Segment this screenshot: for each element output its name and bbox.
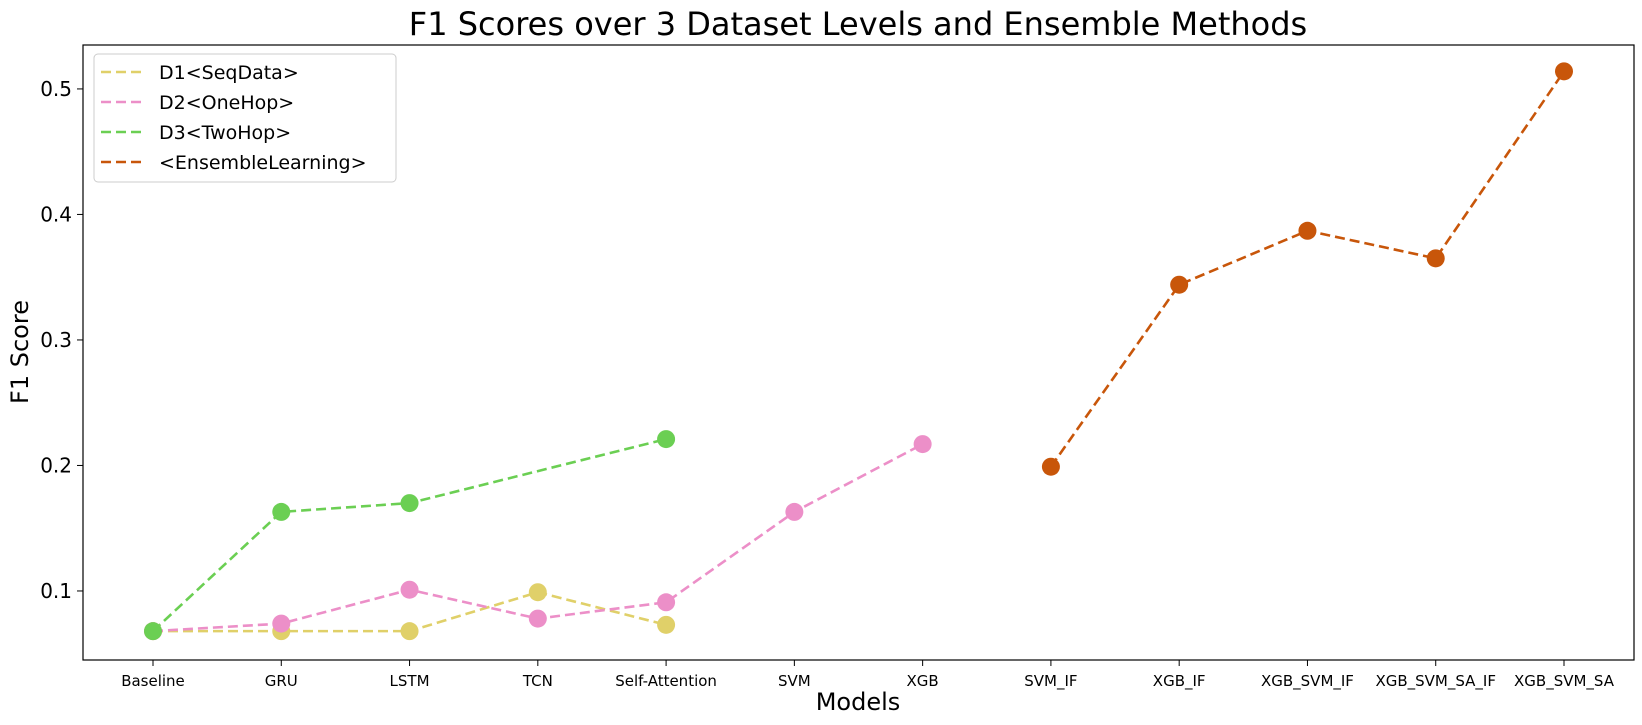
x-tick-label: XGB_SVM_SA_IF [1375, 672, 1496, 691]
data-point-series-3-4 [1555, 62, 1573, 81]
data-point-series-1-4 [657, 593, 676, 612]
legend-label-2: D3<TwoHop> [159, 122, 291, 144]
x-tick-label: SVM [778, 672, 811, 690]
legend-box [93, 53, 397, 183]
series-points [144, 62, 1573, 641]
data-point-series-2-3 [657, 430, 676, 449]
data-point-series-0-3 [528, 583, 547, 602]
y-tick-label: 0.1 [40, 579, 72, 603]
data-point-series-2-1 [272, 502, 291, 521]
x-tick-label: XGB [907, 672, 939, 690]
y-tick-label: 0.5 [40, 77, 72, 101]
y-axis-label: F1 Score [6, 300, 34, 404]
legend-label-1: D2<OneHop> [159, 92, 294, 114]
legend-label-3: <EnsembleLearning> [159, 152, 367, 174]
data-point-series-3-2 [1298, 221, 1317, 240]
x-tick-label: Self-Attention [615, 672, 717, 690]
y-tick-label: 0.2 [40, 453, 72, 477]
data-point-series-3-1 [1170, 275, 1189, 294]
plot-area-frame [82, 44, 1635, 661]
data-point-series-3-3 [1426, 249, 1445, 268]
chart-title: F1 Scores over 3 Dataset Levels and Ense… [409, 5, 1307, 43]
x-tick-label: Baseline [121, 672, 185, 690]
y-tick-label: 0.3 [40, 328, 72, 352]
x-tick-label: XGB_SVM_IF [1261, 672, 1354, 691]
data-point-series-1-3 [528, 609, 547, 628]
legend-label-0: D1<SeqData> [159, 62, 299, 84]
data-point-series-1-2 [400, 580, 419, 599]
data-point-series-1-5 [785, 502, 804, 521]
x-tick-label: SVM_IF [1024, 672, 1077, 691]
series-line-2 [152, 437, 667, 633]
x-tick-label: LSTM [390, 672, 430, 690]
x-tick-label: XGB_SVM_SA [1514, 672, 1615, 691]
series-line-3 [1049, 70, 1566, 468]
legend: D1<SeqData> D2<OneHop> D3<TwoHop> <Ensemble… [93, 53, 397, 183]
x-axis-label: Models [816, 688, 901, 716]
x-axis-ticks: Baseline GRU LSTM TCN Self-Attention SVM XGB SV… [121, 660, 1615, 691]
y-axis-ticks: 0.1 0.2 0.3 0.4 0.5 [40, 77, 83, 603]
x-tick-label: GRU [265, 672, 298, 690]
x-tick-label: TCN [522, 672, 553, 690]
x-tick-label: XGB_IF [1153, 672, 1206, 691]
data-point-series-0-4 [657, 615, 676, 634]
data-point-series-1-1 [272, 614, 291, 633]
data-point-series-2-2 [400, 494, 419, 513]
data-point-series-1-6 [913, 435, 932, 454]
data-point-series-3-0 [1041, 457, 1060, 476]
data-point-series-0-2 [400, 622, 419, 641]
data-point-series-2-0 [144, 622, 162, 641]
y-tick-label: 0.4 [40, 202, 72, 226]
